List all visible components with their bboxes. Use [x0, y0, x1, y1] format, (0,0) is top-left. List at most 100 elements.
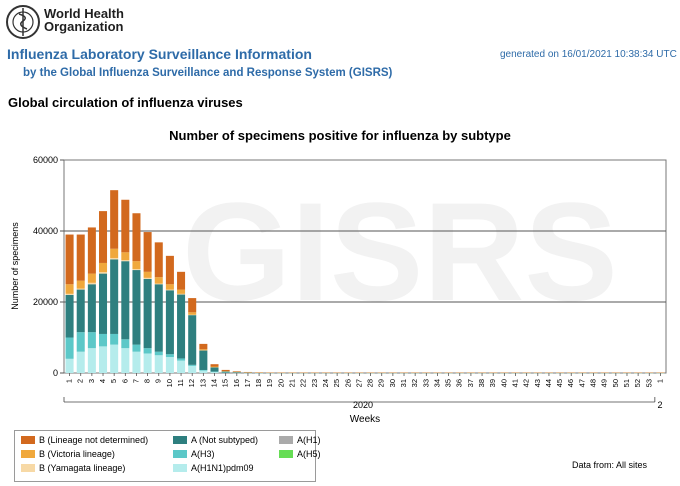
bar-segment [188, 365, 197, 373]
bar-segment [143, 232, 152, 272]
x-tick-label: 50 [611, 379, 620, 387]
bar-segment [99, 273, 108, 334]
bar-segment [177, 293, 186, 295]
org-name-line1: World Health [44, 6, 124, 21]
legend-item: B (Yamagata lineage) [21, 463, 125, 473]
x-tick-label: 48 [589, 379, 598, 387]
bar-segment [210, 366, 219, 368]
bar-segment [110, 344, 119, 373]
bar-segment [177, 360, 186, 373]
x-tick-label: 3 [87, 379, 96, 383]
bar-segment [99, 211, 108, 263]
legend-swatch [279, 450, 293, 458]
x-tick-label: 6 [120, 379, 129, 383]
legend-label: B (Lineage not determined) [39, 435, 149, 445]
x-tick-label: 19 [265, 379, 274, 387]
x-tick-label: 1 [655, 379, 664, 383]
x-tick-label: 17 [243, 379, 252, 387]
bar-segment [87, 284, 96, 333]
y-tick-label: 40000 [33, 226, 58, 236]
x-tick-label: 36 [455, 379, 464, 387]
x-tick-label: 27 [354, 379, 363, 387]
bar-segment [199, 369, 208, 371]
bar-segment [87, 348, 96, 373]
legend-swatch [173, 450, 187, 458]
bar-segment [121, 252, 130, 261]
x-tick-label: 51 [622, 379, 631, 387]
legend-label: A (Not subtyped) [191, 435, 259, 445]
bar-segment [165, 255, 174, 285]
bar-segment [132, 261, 141, 269]
x-tick-label: 22 [299, 379, 308, 387]
x-tick-label: 5 [109, 379, 118, 383]
bar-segment [121, 261, 130, 340]
legend-label: A(H5) [297, 449, 321, 459]
bar-segment [76, 332, 85, 352]
x-tick-label: 13 [198, 379, 207, 387]
x-tick-label: 44 [544, 379, 553, 387]
bar-segment [232, 372, 241, 373]
gisrs-watermark: GISRS [182, 173, 618, 330]
bar-segment [154, 351, 163, 356]
legend-swatch [21, 450, 35, 458]
page-subtitle: by the Global Influenza Surveillance and… [23, 67, 393, 79]
x-tick-label: 46 [566, 379, 575, 387]
bar-segment [87, 227, 96, 274]
bar-segment [199, 343, 208, 350]
bar-segment [132, 351, 141, 373]
bar-segment [110, 257, 119, 260]
bar-segment [210, 364, 219, 367]
bar-segment [165, 289, 174, 291]
x-tick-label: 23 [310, 379, 319, 387]
x-axis-label: Weeks [350, 414, 380, 425]
who-emblem-icon [6, 5, 40, 39]
legend-item: A (Not subtyped) [173, 435, 258, 445]
bar-segment [99, 346, 108, 373]
bar-segment [165, 354, 174, 358]
bar-segment [199, 350, 208, 370]
legend-item: B (Victoria lineage) [21, 449, 115, 459]
legend-swatch [21, 464, 35, 472]
x-tick-label: 37 [466, 379, 475, 387]
bar-segment [154, 277, 163, 284]
legend-item: A(H1) [279, 435, 321, 445]
y-axis-label: Number of specimens [10, 222, 20, 310]
legend-swatch [279, 436, 293, 444]
bar-segment [65, 284, 74, 294]
x-tick-label: 10 [165, 379, 174, 387]
bar-segment [121, 339, 130, 349]
legend-label: A(H1) [297, 435, 321, 445]
year-label-next: 2 [657, 400, 662, 410]
plot-frame [63, 159, 667, 374]
x-tick-label: 11 [176, 379, 185, 387]
bar-segment [110, 248, 119, 258]
bar-segment [99, 272, 108, 274]
bar-segment [177, 289, 186, 294]
bar-segment [65, 293, 74, 295]
bar-segment [121, 199, 130, 253]
x-tick-label: 39 [488, 379, 497, 387]
bar-segment [110, 333, 119, 345]
bar-segment [154, 284, 163, 352]
bar-segment [143, 348, 152, 354]
y-tick-label: 0 [53, 368, 58, 378]
x-tick-label: 29 [377, 379, 386, 387]
bar-segment [199, 349, 208, 351]
x-tick-label: 47 [577, 379, 586, 387]
bar-segment [121, 348, 130, 373]
bar-segment [99, 333, 108, 347]
year-label: 2020 [353, 400, 373, 410]
x-tick-label: 14 [209, 379, 218, 387]
bar-segment [210, 371, 219, 373]
org-name-line2: Organization [44, 19, 124, 34]
x-tick-label: 25 [332, 379, 341, 387]
generated-timestamp: generated on 16/01/2021 10:38:34 UTC [500, 49, 677, 60]
bar-segment [87, 282, 96, 285]
organization-name: World Health Organization [44, 7, 124, 33]
bar-segment [99, 262, 108, 273]
bar-segment [165, 284, 174, 290]
x-tick-label: 41 [510, 379, 519, 387]
bar-segment [199, 370, 208, 373]
y-tick-label: 20000 [33, 297, 58, 307]
bar-segment [110, 259, 119, 334]
